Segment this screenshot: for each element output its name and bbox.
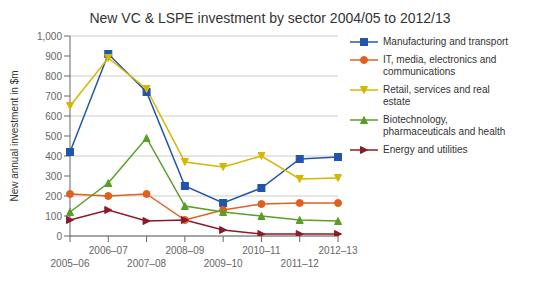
svg-text:1,000: 1,000 xyxy=(37,31,62,42)
svg-text:200: 200 xyxy=(45,191,62,202)
svg-text:2008–09: 2008–09 xyxy=(165,245,204,256)
html-text:pharmaceuticals and health: pharmaceuticals and health xyxy=(383,126,506,137)
html-text:Manufacturing and transport: Manufacturing and transport xyxy=(383,36,509,47)
svg-text:2011–12: 2011–12 xyxy=(281,258,320,269)
svg-text:100: 100 xyxy=(45,211,62,222)
html-text:communications: communications xyxy=(383,66,456,77)
svg-text:900: 900 xyxy=(45,51,62,62)
svg-text:2009–10: 2009–10 xyxy=(204,258,243,269)
html-text:Biotechnology,: Biotechnology, xyxy=(383,114,448,125)
svg-text:600: 600 xyxy=(45,111,62,122)
svg-text:2005–06: 2005–06 xyxy=(51,258,90,269)
svg-text:2007–08: 2007–08 xyxy=(127,258,166,269)
svg-text:New annual investment in $m: New annual investment in $m xyxy=(9,70,20,201)
svg-text:400: 400 xyxy=(45,151,62,162)
svg-text:2006–07: 2006–07 xyxy=(89,245,128,256)
html-text:Energy and utilities: Energy and utilities xyxy=(383,144,468,155)
html-text:Retail, services and real: Retail, services and real xyxy=(383,84,490,95)
svg-text:2012–13: 2012–13 xyxy=(319,245,358,256)
svg-text:700: 700 xyxy=(45,91,62,102)
svg-text:800: 800 xyxy=(45,71,62,82)
svg-text:500: 500 xyxy=(45,131,62,142)
svg-text:300: 300 xyxy=(45,171,62,182)
html-text:IT, media, electronics and: IT, media, electronics and xyxy=(383,54,497,65)
html-text:New VC & LSPE investment by se: New VC & LSPE investment by sector 2004/… xyxy=(89,10,451,26)
svg-text:0: 0 xyxy=(56,231,62,242)
svg-text:2010–11: 2010–11 xyxy=(242,245,281,256)
html-text:estate: estate xyxy=(383,96,411,107)
